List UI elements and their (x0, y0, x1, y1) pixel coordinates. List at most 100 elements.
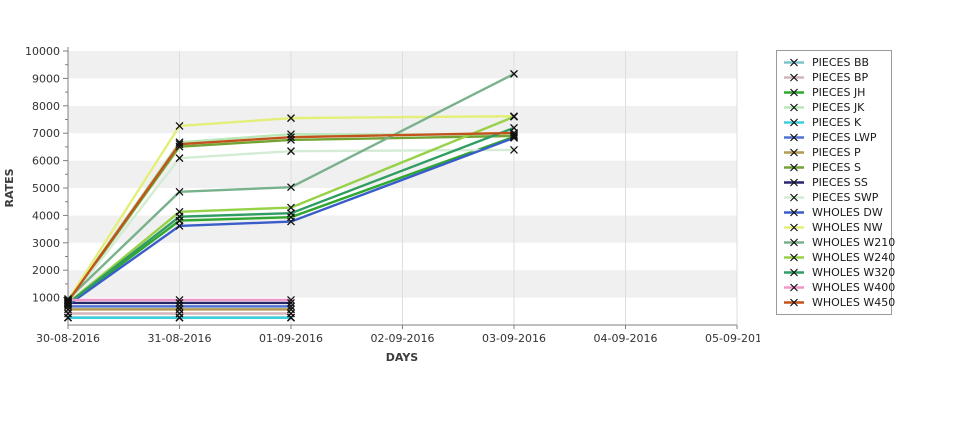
data-point-marker (287, 135, 295, 144)
x-tick-label: 30-08-2016 (36, 332, 100, 345)
x-tick-label: 04-09-2016 (594, 332, 658, 345)
legend-label: PIECES JH (812, 86, 866, 99)
legend-label: WHOLES W320 (812, 266, 896, 279)
data-point-marker (175, 212, 184, 221)
legend-label: PIECES SS (812, 176, 868, 189)
data-point-marker (175, 295, 184, 304)
legend-x-marker-icon (790, 193, 798, 202)
legend-item-wholes-w210: WHOLES W210 (779, 235, 895, 250)
legend-line-swatch (784, 88, 804, 97)
legend-x-marker-icon (790, 118, 798, 127)
legend-item-pieces-jh: PIECES JH (779, 85, 889, 100)
legend-x-marker-icon (790, 223, 798, 232)
legend-line-swatch (784, 103, 804, 112)
legend-x-marker-icon (790, 148, 798, 157)
legend-item-wholes-w400: WHOLES W400 (779, 280, 895, 295)
legend-x-marker-icon (790, 298, 798, 307)
legend-line-swatch (784, 208, 804, 217)
legend-x-marker-icon (790, 58, 798, 67)
legend-x-marker-icon (790, 88, 798, 97)
legend-x-marker-icon (790, 178, 798, 187)
data-point-marker (510, 145, 518, 154)
data-point-marker (287, 217, 295, 226)
legend-item-wholes-dw: WHOLES DW (779, 205, 889, 220)
legend-item-wholes-nw: WHOLES NW (779, 220, 889, 235)
legend-item-wholes-w240: WHOLES W240 (779, 250, 895, 265)
x-axis-title: DAYS (386, 351, 419, 364)
y-axis-title: RATES (3, 168, 16, 207)
data-point-marker (175, 187, 184, 196)
data-point-marker (287, 114, 295, 123)
x-tick-label: 05-09-2016 (705, 332, 760, 345)
legend-line-swatch (784, 193, 804, 202)
x-tick-label: 31-08-2016 (148, 332, 212, 345)
data-point-marker (287, 133, 295, 142)
legend-item-pieces-swp: PIECES SWP (779, 190, 889, 205)
legend-item-pieces-s: PIECES S (779, 160, 889, 175)
legend-line-swatch (784, 298, 804, 307)
data-point-marker (510, 131, 518, 140)
series-line-wholes-w240 (67, 115, 515, 305)
legend-label: PIECES BP (812, 71, 869, 84)
legend-line-swatch (784, 148, 804, 157)
series-line-wholes-w450 (67, 131, 515, 303)
legend-label: PIECES LWP (812, 131, 877, 144)
data-point-marker (287, 313, 295, 322)
legend-label: PIECES JK (812, 101, 865, 114)
y-tick-label: 1000 (32, 292, 60, 305)
legend-x-marker-icon (790, 238, 798, 247)
y-tick-label: 7000 (32, 127, 60, 140)
data-point-marker (175, 313, 184, 322)
legend-line-swatch (784, 223, 804, 232)
legend-item-wholes-w320: WHOLES W320 (779, 265, 895, 280)
legend-label: WHOLES W450 (812, 296, 896, 309)
data-point-marker (510, 112, 518, 121)
legend-line-swatch (784, 163, 804, 172)
y-tick-label: 9000 (32, 72, 60, 85)
data-point-marker (510, 130, 518, 139)
legend-label: WHOLES W400 (812, 281, 896, 294)
series-line-pieces-jh (67, 135, 515, 306)
legend-item-pieces-k: PIECES K (779, 115, 889, 130)
data-point-marker (287, 130, 295, 139)
legend-x-marker-icon (790, 103, 798, 112)
y-tick-label: 2000 (32, 264, 60, 277)
y-tick-label: 10000 (25, 45, 60, 58)
legend-item-pieces-ss: PIECES SS (779, 175, 889, 190)
legend-x-marker-icon (790, 73, 798, 82)
data-point-marker (175, 142, 184, 151)
data-point-marker (64, 299, 72, 308)
legend-label: WHOLES W210 (812, 236, 896, 249)
data-point-marker (175, 140, 184, 149)
x-tick-label: 01-09-2016 (259, 332, 323, 345)
legend-item-wholes-w450: WHOLES W450 (779, 295, 895, 310)
data-point-marker (175, 221, 184, 230)
legend-x-marker-icon (790, 283, 798, 292)
x-tick-label: 03-09-2016 (482, 332, 546, 345)
data-point-marker (287, 147, 295, 156)
data-point-marker (287, 298, 295, 307)
chart-legend: PIECES BB PIECES BP PIECES JH PIECES JK PIEC… (776, 50, 895, 315)
legend-label: PIECES K (812, 116, 862, 129)
legend-item-pieces-jk: PIECES JK (779, 100, 889, 115)
series-line-wholes-w210 (67, 72, 515, 300)
data-point-marker (64, 297, 72, 306)
legend-label: PIECES S (812, 161, 861, 174)
series-line-wholes-dw (67, 136, 515, 306)
legend-line-swatch (784, 133, 804, 142)
data-point-marker (287, 183, 295, 192)
data-point-marker (175, 154, 184, 163)
data-point-marker (287, 305, 295, 314)
data-point-marker (64, 313, 72, 322)
y-tick-label: 3000 (32, 237, 60, 250)
legend-line-swatch (784, 73, 804, 82)
y-tick-label: 4000 (32, 209, 60, 222)
legend-x-marker-icon (790, 268, 798, 277)
data-point-marker (287, 295, 295, 304)
data-point-marker (287, 302, 295, 311)
data-point-marker (175, 121, 184, 130)
series-line-wholes-nw (66, 115, 515, 301)
y-tick-label: 8000 (32, 100, 60, 113)
line-chart: 1000 2000 3000 4000 5000 6000 7000 8000 9000 1000… (3, 45, 760, 364)
